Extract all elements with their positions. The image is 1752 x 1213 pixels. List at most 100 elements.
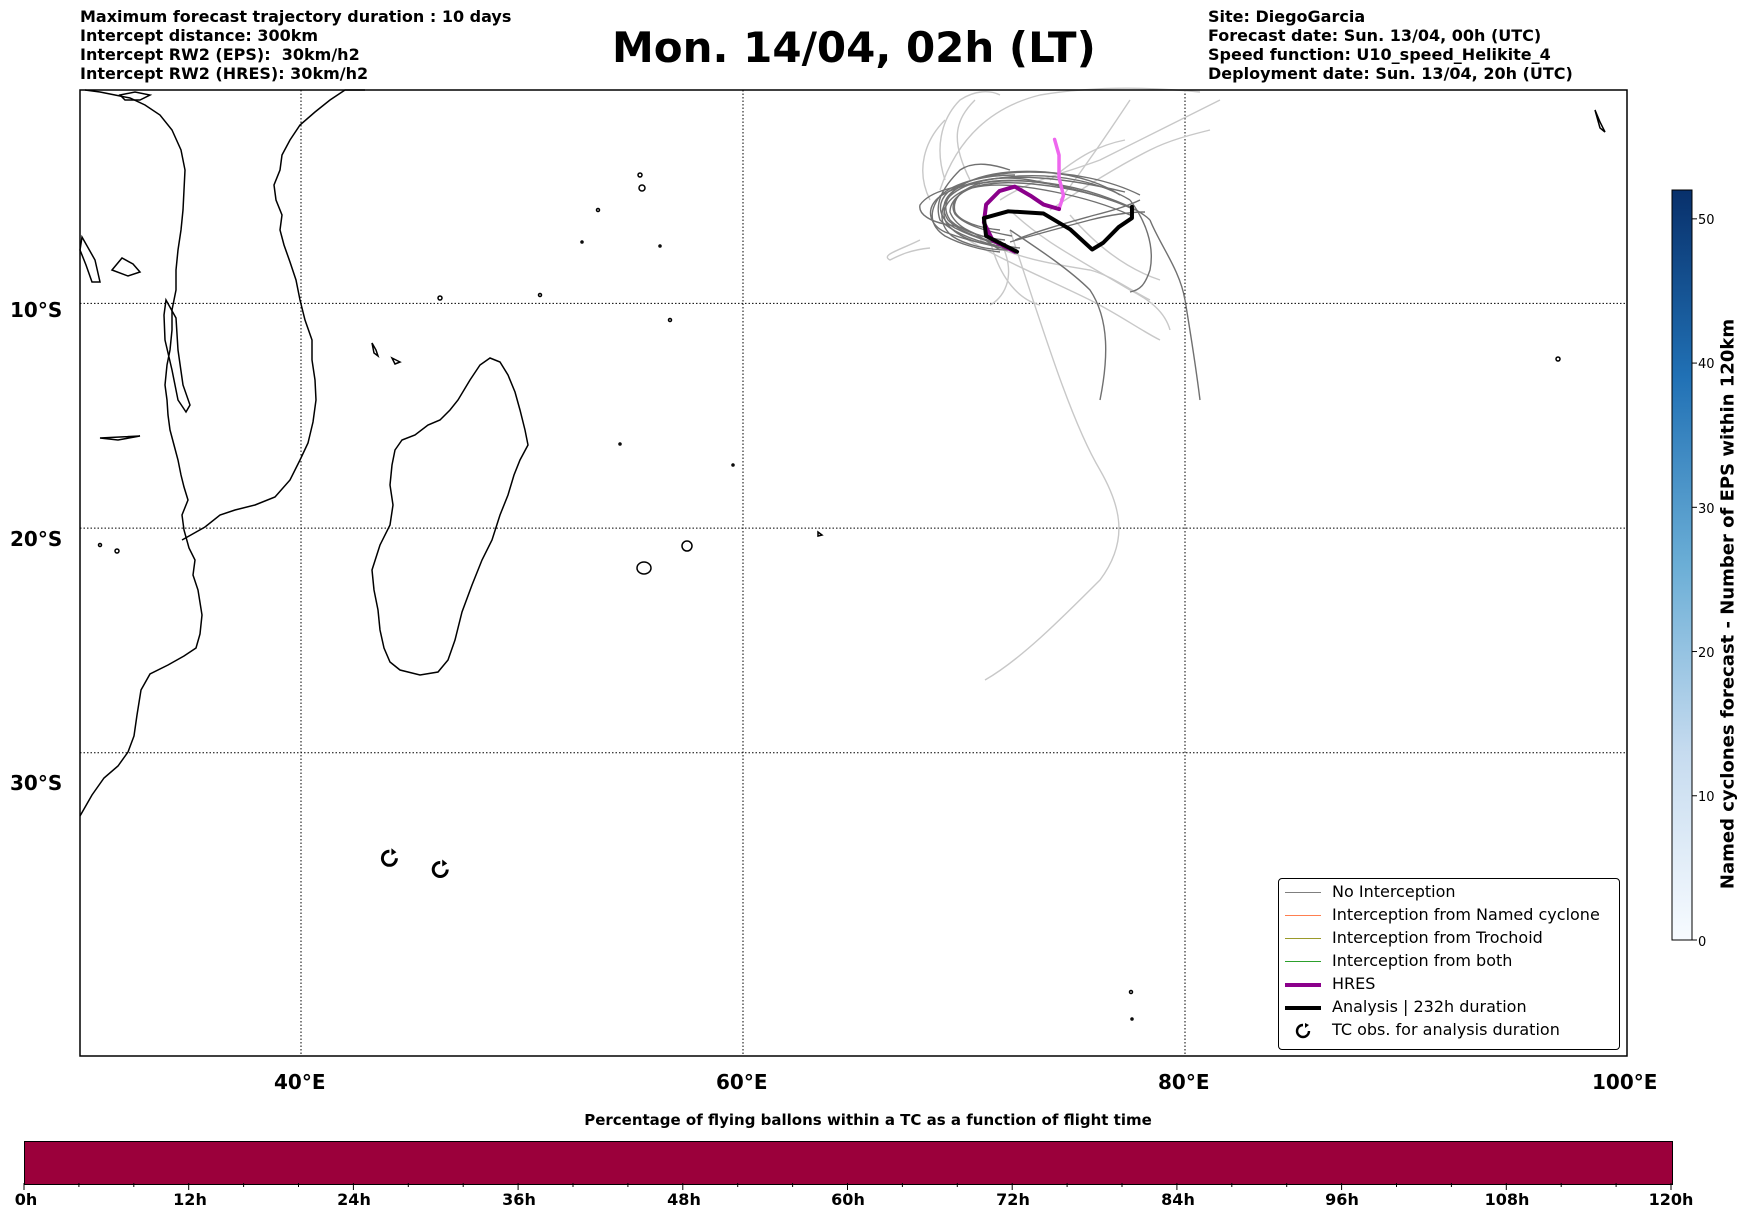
colorbar-tick: 20 <box>1698 646 1715 661</box>
header-line: Intercept RW2 (EPS): 30km/h2 <box>80 45 360 64</box>
island <box>1130 1017 1134 1021</box>
island <box>118 91 153 101</box>
legend-item: Interception from both <box>1279 950 1619 973</box>
eps-track <box>922 119 946 201</box>
colorbar-gradient <box>1671 189 1693 941</box>
header-line: Deployment date: Sun. 13/04, 20h (UTC) <box>1208 64 1573 83</box>
island <box>1555 356 1561 362</box>
legend-item: Interception from Named cyclone <box>1279 904 1619 927</box>
africa-coastline <box>79 89 203 817</box>
legend-item: HRES <box>1279 973 1619 996</box>
gridlines <box>80 90 1627 1056</box>
lat-tick: 10°S <box>10 298 63 322</box>
colorbar-tick: 40 <box>1698 357 1715 372</box>
legend-line-sample <box>1285 892 1321 893</box>
tc-symbol-icon <box>431 859 449 879</box>
africa-coastline <box>181 89 365 541</box>
legend-label: TC obs. for analysis duration <box>1332 1020 1560 1039</box>
eps-track <box>1009 209 1171 331</box>
eps-track <box>999 99 1221 201</box>
legend-label: Interception from Trochoid <box>1332 928 1543 947</box>
lon-tick: 100°E <box>1592 1070 1658 1094</box>
legend-line-sample <box>1285 1006 1321 1010</box>
colorbar-label: Named cyclones forecast - Number of EPS … <box>1717 318 1739 890</box>
island <box>371 342 380 359</box>
island <box>99 435 141 441</box>
island <box>110 257 142 277</box>
legend-label: No Interception <box>1332 882 1456 901</box>
island <box>667 317 673 323</box>
header-line: Site: DiegoGarcia <box>1208 7 1366 26</box>
eps-track <box>945 170 1121 241</box>
island <box>817 530 824 537</box>
hres-track <box>981 184 1062 254</box>
eps-track <box>1009 211 1146 243</box>
island <box>580 240 584 244</box>
eps-track <box>1049 129 1211 211</box>
colorbar-tick: 0 <box>1698 935 1707 950</box>
tc-observations <box>380 848 449 879</box>
eps-track <box>952 184 1131 237</box>
legend-label: Analysis | 232h duration <box>1332 997 1527 1016</box>
progress-bar-ticks <box>23 1183 1672 1190</box>
eps-track <box>1149 219 1201 401</box>
progress-tick: 12h <box>173 1190 207 1209</box>
legend-line-sample <box>1285 915 1321 916</box>
hres-track-late <box>1052 137 1066 211</box>
eps-track <box>886 239 931 261</box>
island <box>595 207 601 213</box>
legend-item: No Interception <box>1279 881 1619 904</box>
eps-track <box>943 176 1126 245</box>
legend-item: Analysis | 232h duration <box>1279 996 1619 1019</box>
progress-tick: 72h <box>996 1190 1030 1209</box>
legend-line-sample <box>1285 983 1321 987</box>
island <box>390 356 402 365</box>
progress-tick: 0h <box>14 1190 38 1209</box>
legend-label: Interception from both <box>1332 951 1513 970</box>
progress-tick: 60h <box>831 1190 865 1209</box>
colorbar <box>1671 189 1697 941</box>
tc-symbol-icon <box>380 848 398 867</box>
lon-tick: 40°E <box>274 1070 326 1094</box>
island <box>658 244 662 248</box>
progress-tick: 108h <box>1484 1190 1530 1209</box>
island <box>618 442 622 446</box>
main-tracks <box>981 137 1134 254</box>
legend-line-sample <box>1285 938 1321 939</box>
progress-tick: 48h <box>667 1190 701 1209</box>
island <box>637 172 643 178</box>
legend-label: HRES <box>1332 974 1376 993</box>
page-title: Mon. 14/04, 02h (LT) <box>612 23 1096 72</box>
island <box>79 234 101 283</box>
legend-line-sample <box>1285 961 1321 962</box>
eps-track <box>949 184 991 239</box>
progress-bar <box>24 1141 1673 1185</box>
eps-track <box>1069 214 1161 281</box>
progress-bar-title: Percentage of flying ballons within a TC… <box>584 1111 1152 1129</box>
progress-tick: 96h <box>1325 1190 1359 1209</box>
eps-track <box>939 91 1001 181</box>
header-line: Intercept RW2 (HRES): 30km/h2 <box>80 64 369 83</box>
progress-tick: 84h <box>1161 1190 1195 1209</box>
header-line: Speed function: U10_speed_Helikite_4 <box>1208 45 1551 64</box>
progress-tick: 36h <box>502 1190 536 1209</box>
progress-tick: 24h <box>337 1190 371 1209</box>
lat-tick: 30°S <box>10 771 63 795</box>
eps-track <box>959 234 1161 341</box>
colorbar-tick: 30 <box>1698 502 1715 517</box>
eps-track <box>956 99 976 181</box>
legend-item: Interception from Trochoid <box>1279 927 1619 950</box>
eps-track <box>984 229 1120 681</box>
island <box>114 548 120 554</box>
island <box>636 561 652 575</box>
eps-track <box>937 163 1011 246</box>
lat-tick: 20°S <box>10 527 63 551</box>
eps-track <box>1014 199 1141 241</box>
eps-track <box>939 87 1201 191</box>
island <box>537 292 543 298</box>
eps-track <box>1009 229 1107 401</box>
lon-tick: 60°E <box>716 1070 768 1094</box>
lon-tick: 80°E <box>1158 1070 1210 1094</box>
eps-track <box>953 179 1061 231</box>
